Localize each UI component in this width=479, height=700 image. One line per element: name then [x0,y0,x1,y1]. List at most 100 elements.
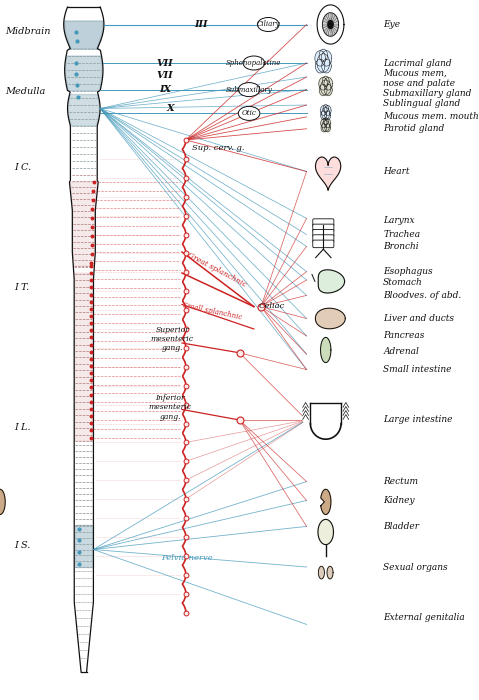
Text: I L.: I L. [14,423,31,431]
Polygon shape [315,308,345,329]
Text: Sup. cerv. g.: Sup. cerv. g. [192,144,244,153]
Polygon shape [303,413,308,426]
Text: Bronchi: Bronchi [383,242,419,251]
Ellipse shape [238,106,260,120]
Polygon shape [324,119,331,128]
Text: Midbrain: Midbrain [5,27,50,36]
Text: Liver and ducts: Liver and ducts [383,314,454,323]
Text: Superior
mesenteric
gang.: Superior mesenteric gang. [151,326,194,352]
Text: Large intestine: Large intestine [383,416,453,424]
Polygon shape [66,56,102,91]
Polygon shape [319,566,324,579]
Polygon shape [343,413,349,426]
Text: Submaxillary: Submaxillary [226,85,273,94]
Text: Mucous mem,
nose and palate: Mucous mem, nose and palate [383,69,456,88]
Polygon shape [64,7,104,672]
Text: Rectum: Rectum [383,477,418,486]
Polygon shape [319,78,328,90]
Polygon shape [303,401,308,414]
Polygon shape [322,60,331,73]
Polygon shape [70,182,97,266]
Polygon shape [322,108,330,119]
FancyBboxPatch shape [313,234,334,242]
Polygon shape [322,13,339,36]
Text: I S.: I S. [14,542,31,550]
Text: Sphenopalatine: Sphenopalatine [226,59,282,67]
Text: Pelvic nerve: Pelvic nerve [161,554,213,562]
Polygon shape [68,94,99,126]
Text: Small splanchnic: Small splanchnic [182,302,243,322]
Polygon shape [343,405,349,418]
Text: Esophagus: Esophagus [383,267,433,276]
Text: Great splanchnic: Great splanchnic [186,251,248,289]
Polygon shape [320,106,327,116]
Polygon shape [316,157,341,190]
Text: Bloodves. of abd.: Bloodves. of abd. [383,291,461,300]
Polygon shape [320,80,331,95]
Text: External genitalia: External genitalia [383,613,465,622]
Polygon shape [321,111,327,120]
Polygon shape [324,78,332,90]
Text: Submaxillary gland: Submaxillary gland [383,89,471,97]
Ellipse shape [243,56,264,70]
Text: Ciliary: Ciliary [256,20,280,29]
Polygon shape [317,54,330,72]
Text: Sublingual gland: Sublingual gland [383,99,460,108]
Text: VII: VII [157,59,173,67]
Polygon shape [303,405,308,418]
Polygon shape [316,60,325,73]
Polygon shape [303,409,308,421]
Text: Stomach: Stomach [383,279,423,287]
Ellipse shape [258,18,279,32]
Polygon shape [318,270,344,293]
Polygon shape [325,124,331,132]
Polygon shape [323,118,328,125]
Text: Parotid gland: Parotid gland [383,125,445,133]
Polygon shape [320,337,331,363]
Text: Bladder: Bladder [383,522,419,531]
Polygon shape [322,76,329,86]
Polygon shape [319,49,328,62]
Polygon shape [324,106,331,116]
Text: Pancreas: Pancreas [383,332,424,340]
Polygon shape [319,85,327,96]
Text: Sexual organs: Sexual organs [383,563,448,571]
Polygon shape [325,111,331,120]
Text: Larynx: Larynx [383,216,415,225]
Text: Mucous mem. mouth: Mucous mem. mouth [383,113,479,121]
Text: X: X [166,104,174,113]
Text: IX: IX [159,85,171,94]
Polygon shape [321,489,331,514]
Polygon shape [317,5,344,44]
Text: Eye: Eye [383,20,400,29]
Text: I C.: I C. [14,164,32,172]
Polygon shape [65,21,103,49]
Polygon shape [74,273,93,441]
Text: VII: VII [157,71,173,80]
Polygon shape [324,85,332,96]
Text: Inferior
mesenteric
gang.: Inferior mesenteric gang. [148,394,192,421]
Text: I T.: I T. [14,283,30,291]
FancyBboxPatch shape [313,240,334,248]
Polygon shape [327,566,333,579]
FancyBboxPatch shape [313,224,334,232]
Polygon shape [315,50,325,66]
Text: Medulla: Medulla [5,87,45,95]
Polygon shape [321,124,327,132]
Polygon shape [328,20,333,29]
Polygon shape [321,119,327,128]
Polygon shape [318,519,333,545]
Polygon shape [75,525,93,567]
Text: Trachea: Trachea [383,230,421,239]
Text: Small intestine: Small intestine [383,365,452,374]
Text: Celiac: Celiac [259,302,285,310]
Polygon shape [0,489,5,514]
FancyBboxPatch shape [313,219,334,226]
Text: Otic: Otic [242,109,256,118]
Text: Lacrimal gland: Lacrimal gland [383,59,452,67]
Polygon shape [323,104,329,113]
FancyBboxPatch shape [313,230,334,237]
Polygon shape [322,120,330,132]
Polygon shape [343,409,349,421]
Polygon shape [321,50,332,66]
